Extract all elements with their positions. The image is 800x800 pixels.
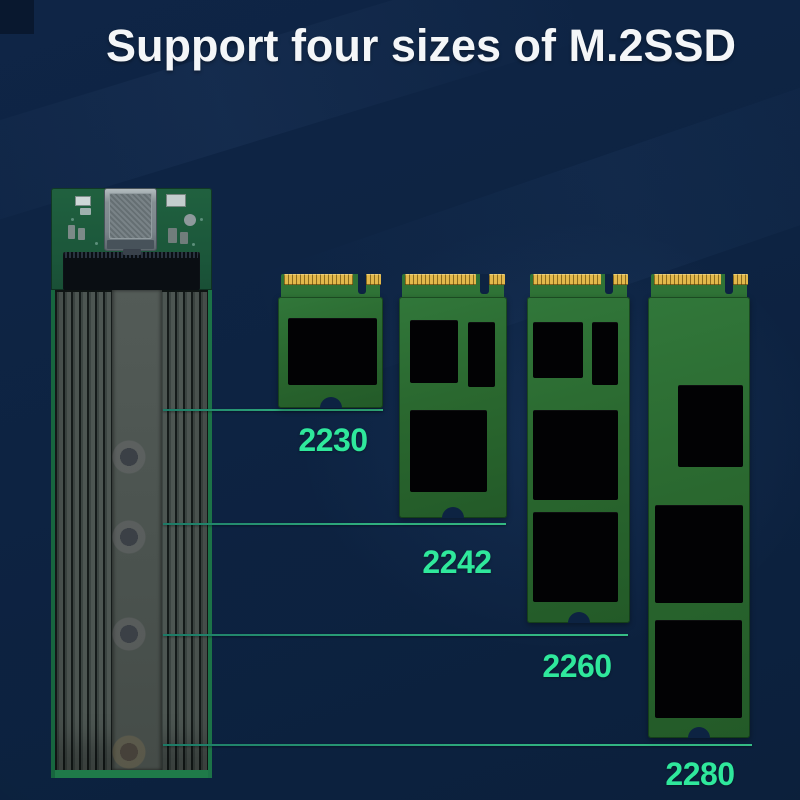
smd-component — [75, 196, 91, 206]
memory-chip — [655, 505, 743, 603]
ssd-card-4 — [648, 274, 750, 738]
smd-component — [184, 214, 196, 226]
memory-chip — [410, 410, 487, 492]
heatsink — [51, 290, 212, 778]
gold-fingers-narrow — [613, 274, 628, 285]
screw-hole — [112, 735, 146, 769]
leader-line-4 — [163, 744, 752, 746]
gold-fingers-wide — [405, 274, 476, 285]
memory-chip — [592, 322, 618, 385]
gold-fingers-wide — [654, 274, 721, 285]
size-label-1: 2230 — [298, 422, 368, 458]
smd-component — [68, 225, 75, 239]
smd-component — [78, 228, 85, 240]
key-notch — [480, 274, 489, 294]
memory-chip — [533, 410, 618, 500]
memory-chip — [410, 320, 458, 383]
leader-line-3 — [163, 634, 628, 636]
usb-c-shell-texture — [109, 193, 152, 239]
gold-fingers-narrow — [489, 274, 505, 285]
key-notch — [358, 274, 366, 294]
size-label-3: 2260 — [542, 648, 612, 684]
size-label-4: 2280 — [665, 756, 735, 792]
leader-line-2 — [163, 523, 506, 525]
banner-title: Support four sizes of M.2SSD — [105, 20, 737, 71]
enclosure-pcb — [51, 188, 212, 290]
mounting-notch — [442, 507, 464, 518]
key-notch — [725, 274, 733, 294]
leader-line-1 — [163, 409, 383, 411]
ssd-enclosure — [51, 188, 212, 778]
usb-c-connector — [104, 188, 157, 251]
via-dot — [192, 243, 195, 246]
enclosure-green-edge — [208, 290, 212, 778]
ssd-card-2 — [399, 274, 507, 518]
m2-socket-tab — [123, 249, 141, 255]
memory-chip — [533, 322, 583, 378]
usb-c-base — [107, 240, 154, 249]
corner-shade — [0, 0, 34, 34]
screw-hole — [112, 440, 146, 474]
screw-hole — [112, 617, 146, 651]
m2-socket — [63, 249, 200, 290]
via-dot — [95, 242, 98, 245]
key-notch — [605, 274, 613, 294]
mounting-notch — [688, 727, 710, 738]
gold-fingers-narrow — [733, 274, 748, 285]
ssd-card-1 — [278, 274, 383, 408]
enclosure-green-edge — [51, 290, 55, 778]
mounting-notch — [320, 397, 342, 408]
smd-component — [80, 208, 91, 215]
memory-chip — [288, 318, 377, 385]
via-dot — [71, 218, 74, 221]
screw-hole — [112, 520, 146, 554]
smd-component — [166, 194, 186, 207]
size-label-2: 2242 — [422, 544, 492, 580]
gold-fingers-wide — [284, 274, 353, 285]
memory-chip — [468, 322, 495, 387]
smd-component — [168, 228, 177, 243]
via-dot — [200, 218, 203, 221]
enclosure-green-edge — [55, 770, 208, 778]
memory-chip — [678, 385, 743, 467]
memory-chip — [655, 620, 742, 718]
mounting-notch — [568, 612, 590, 623]
gold-fingers-narrow — [366, 274, 381, 285]
memory-chip — [533, 512, 618, 602]
ssd-card-3 — [527, 274, 630, 623]
gold-fingers-wide — [533, 274, 601, 285]
smd-component — [180, 232, 188, 244]
m2-socket-pins — [65, 252, 198, 258]
